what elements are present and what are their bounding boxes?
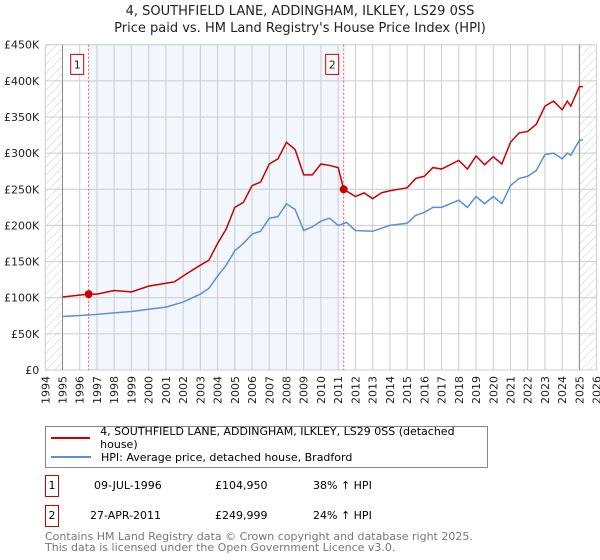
- transaction-row: 1 09-JUL-1996 £104,950 38% ↑ HPI: [45, 475, 545, 497]
- sale-point: [339, 185, 348, 194]
- x-tick-label: 2000: [143, 376, 156, 404]
- x-tick-label: 2005: [229, 376, 242, 404]
- x-tick-label: 2026: [591, 376, 600, 404]
- x-tick-label: 1994: [39, 376, 52, 404]
- x-tick-label: 2004: [212, 376, 225, 404]
- legend-label: HPI: Average price, detached house, Brad…: [101, 450, 353, 464]
- transaction-date: 27-APR-2011: [90, 509, 162, 522]
- x-tick-label: 2019: [470, 376, 483, 404]
- ownership-shading: [88, 44, 344, 370]
- x-tick-label: 2020: [487, 376, 500, 404]
- x-tick-label: 2023: [539, 376, 552, 404]
- transaction-hpi: 24% ↑ HPI: [313, 509, 372, 522]
- x-tick-label: 2013: [367, 376, 380, 404]
- legend-item-hpi: HPI: Average price, detached house, Brad…: [51, 449, 352, 465]
- title-line: 4, SOUTHFIELD LANE, ADDINGHAM, ILKLEY, L…: [125, 4, 475, 19]
- x-tick-label: 2021: [504, 376, 517, 404]
- sale-label-box: [70, 53, 85, 75]
- transaction-price: £249,999: [215, 509, 268, 522]
- x-tick-label: 2024: [556, 376, 569, 404]
- sale-label: 1: [74, 58, 81, 71]
- x-tick-label: 2007: [263, 376, 276, 404]
- transaction-hpi: 38% ↑ HPI: [313, 479, 372, 492]
- y-tick-label: £450K: [4, 39, 40, 52]
- x-tick-label: 2009: [298, 376, 311, 404]
- hatch-after-data: [579, 44, 597, 370]
- footer-line: Contains HM Land Registry data © Crown c…: [45, 530, 473, 543]
- y-tick-label: £350K: [4, 111, 40, 124]
- x-tick-label: 2012: [349, 376, 362, 404]
- legend: 4, SOUTHFIELD LANE, ADDINGHAM, ILKLEY, L…: [45, 425, 488, 468]
- x-tick-label: 2022: [522, 376, 535, 404]
- x-tick-label: 1999: [125, 376, 138, 404]
- x-tick-label: 1997: [91, 376, 104, 404]
- sale-point: [84, 290, 93, 299]
- chart-title: 4, SOUTHFIELD LANE, ADDINGHAM, ILKLEY, L…: [0, 3, 600, 37]
- y-tick-label: £400K: [4, 75, 40, 88]
- x-tick-label: 1998: [108, 376, 121, 404]
- y-tick-label: £50K: [11, 328, 40, 341]
- hatch-before-data: [45, 44, 63, 370]
- y-tick-label: £250K: [4, 183, 40, 196]
- x-tick-label: 2015: [401, 376, 414, 404]
- series-line: [62, 85, 583, 298]
- x-tick-label: 2010: [315, 376, 328, 404]
- sale-label: 2: [329, 58, 336, 71]
- footer-line: This data is licensed under the Open Gov…: [45, 541, 396, 554]
- subtitle-line: Price paid vs. HM Land Registry's House …: [114, 21, 486, 36]
- x-tick-label: 1996: [74, 376, 87, 404]
- footer: Contains HM Land Registry data © Crown c…: [45, 531, 473, 553]
- y-tick-label: £100K: [4, 292, 40, 305]
- x-tick-label: 2003: [194, 376, 207, 404]
- series-line: [62, 139, 583, 318]
- x-tick-label: 2002: [177, 376, 190, 404]
- x-tick-label: 2006: [246, 376, 259, 404]
- x-tick-label: 2018: [453, 376, 466, 404]
- transaction-price: £104,950: [215, 479, 268, 492]
- x-tick-label: 2008: [280, 376, 293, 404]
- y-tick-label: £150K: [4, 256, 40, 269]
- y-tick-label: £200K: [4, 219, 40, 232]
- transaction-badge: 2: [45, 505, 59, 527]
- y-tick-label: £300K: [4, 147, 40, 160]
- sale-label-box: [325, 53, 340, 75]
- x-tick-label: 2001: [160, 376, 173, 404]
- x-tick-label: 2016: [418, 376, 431, 404]
- legend-swatch-red: [51, 437, 91, 439]
- legend-swatch-blue: [51, 456, 91, 458]
- transaction-date: 09-JUL-1996: [94, 479, 162, 492]
- price-chart: 1994 1995 1996 1997 1998 1999 2000 2001 2002 2003…: [4, 39, 600, 404]
- transaction-row: 2 27-APR-2011 £249,999 24% ↑ HPI: [45, 505, 545, 527]
- legend-label: 4, SOUTHFIELD LANE, ADDINGHAM, ILKLEY, L…: [100, 425, 455, 451]
- y-tick-label: £0: [25, 364, 39, 377]
- legend-item-property: 4, SOUTHFIELD LANE, ADDINGHAM, ILKLEY, L…: [51, 425, 487, 451]
- x-tick-label: 2014: [384, 376, 397, 404]
- transaction-badge: 1: [45, 475, 59, 497]
- x-tick-label: 1995: [57, 376, 70, 404]
- x-tick-label: 2011: [332, 376, 345, 404]
- x-tick-label: 2017: [436, 376, 449, 404]
- x-tick-label: 2025: [573, 376, 586, 404]
